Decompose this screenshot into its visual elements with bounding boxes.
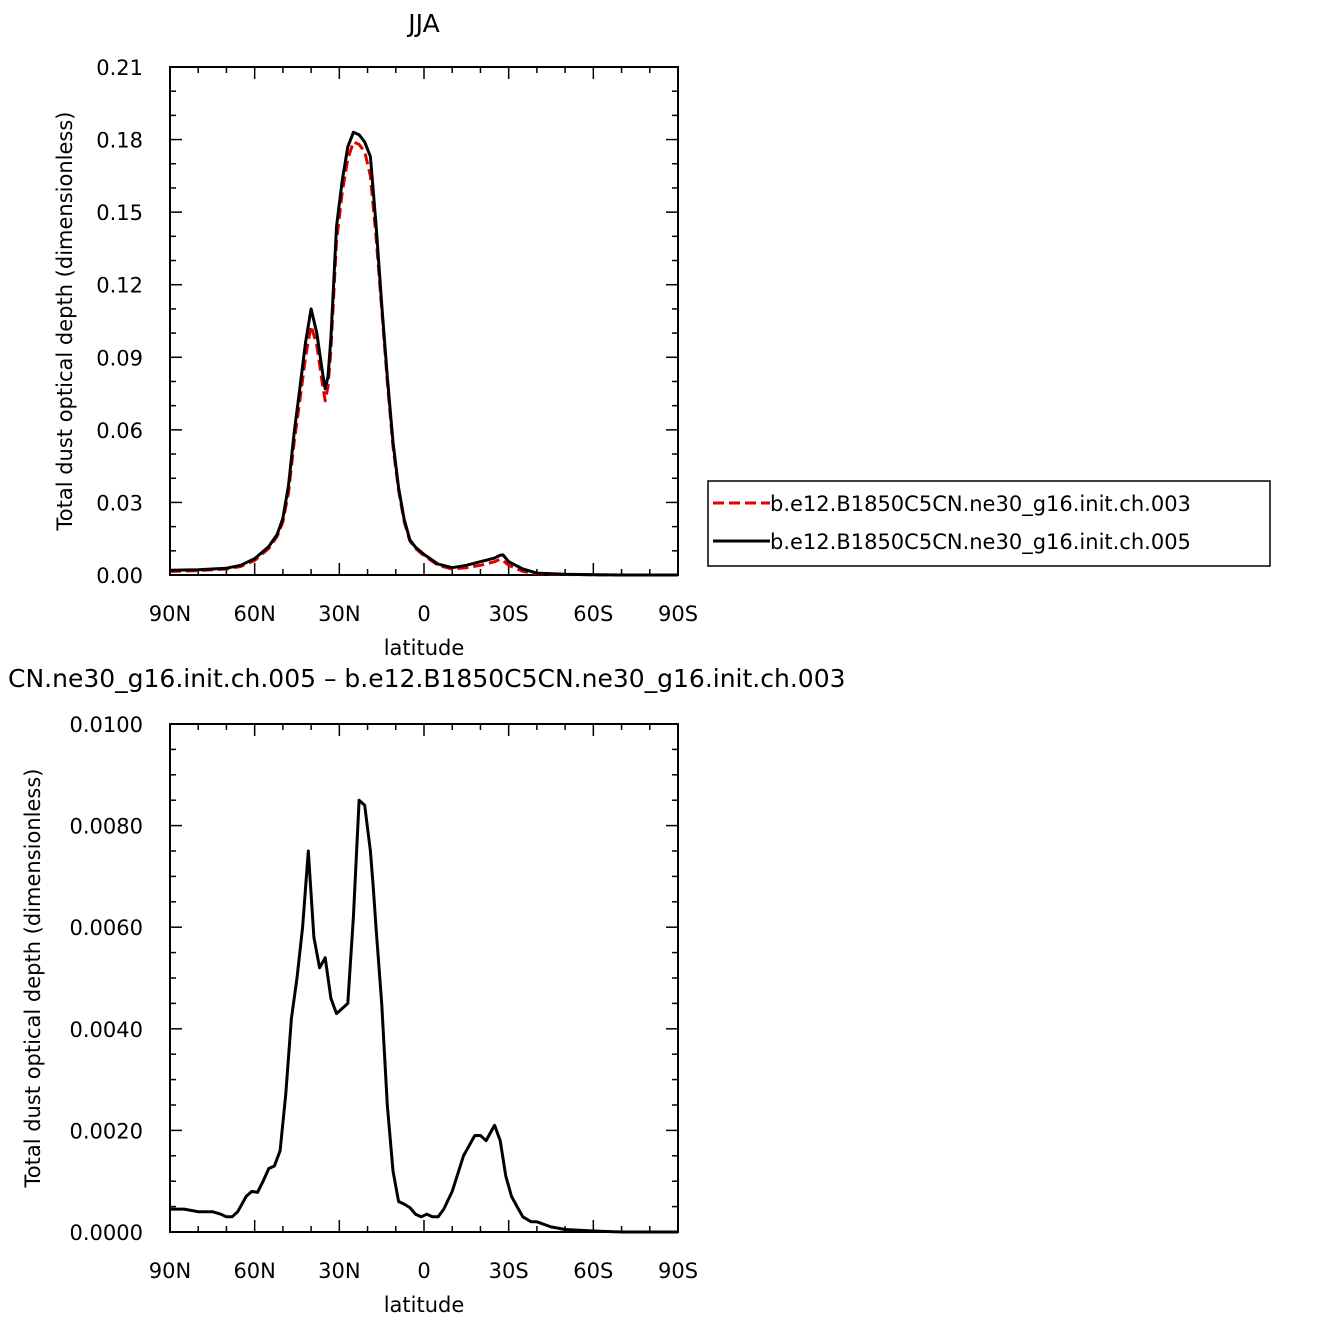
top-series-lines [169, 130, 678, 577]
bottom-plot-frame [169, 723, 679, 1233]
y-tick-label: 0.15 [96, 201, 143, 225]
x-tick-label: 60N [233, 602, 275, 626]
y-tick-label: 0.03 [96, 491, 143, 515]
x-tick-label: 90S [658, 602, 698, 626]
bottom-x-axis-label: latitude [384, 1293, 465, 1317]
x-tick-label: 90N [149, 602, 191, 626]
top-x-axis-label: latitude [384, 636, 465, 660]
x-tick-label: 30S [489, 602, 529, 626]
top-series-line-0 [169, 140, 678, 577]
y-tick-label: 0.0020 [70, 1119, 143, 1143]
top-chart-panel: JJA 0.00 0.03 0.06 0.09 0.12 0.15 0.18 0.21 90N… [53, 9, 698, 660]
x-tick-label: 90N [149, 1259, 191, 1283]
y-tick-label: 0.0100 [70, 713, 143, 737]
top-chart-title: JJA [406, 9, 439, 38]
y-tick-label: 0.0040 [70, 1018, 143, 1042]
top-x-tick-labels: 90N 60N 30N 0 30S 60S 90S [149, 602, 698, 626]
bottom-series-line-0 [170, 798, 678, 1234]
top-series-line-1 [169, 130, 678, 577]
bottom-series-lines [170, 798, 678, 1234]
bottom-chart-panel: CN.ne30_g16.init.ch.005 – b.e12.B1850C5C… [8, 664, 846, 1317]
x-tick-label: 30S [489, 1259, 529, 1283]
top-y-axis-label: Total dust optical depth (dimensionless) [53, 112, 77, 532]
bottom-y-axis-label: Total dust optical depth (dimensionless) [21, 769, 45, 1189]
x-tick-label: 60N [233, 1259, 275, 1283]
legend: b.e12.B1850C5CN.ne30_g16.init.ch.003 b.e… [707, 480, 1271, 567]
bottom-y-tick-labels: 0.0000 0.0020 0.0040 0.0060 0.0080 0.0100 [70, 713, 143, 1245]
top-plot-frame [169, 66, 679, 576]
legend-label-003: b.e12.B1850C5CN.ne30_g16.init.ch.003 [770, 492, 1191, 517]
y-tick-label: 0.0080 [70, 815, 143, 839]
bottom-axis-ticks [169, 723, 679, 1233]
y-tick-label: 0.0000 [70, 1221, 143, 1245]
y-tick-label: 0.18 [96, 129, 143, 153]
x-tick-label: 60S [573, 602, 613, 626]
x-tick-label: 60S [573, 1259, 613, 1283]
x-tick-label: 0 [417, 1259, 430, 1283]
y-tick-label: 0.0060 [70, 916, 143, 940]
legend-box [707, 480, 1271, 567]
y-tick-label: 0.21 [96, 56, 143, 80]
legend-label-005: b.e12.B1850C5CN.ne30_g16.init.ch.005 [770, 530, 1191, 555]
bottom-chart-title: CN.ne30_g16.init.ch.005 – b.e12.B1850C5C… [8, 664, 846, 693]
bottom-x-tick-labels: 90N 60N 30N 0 30S 60S 90S [149, 1259, 698, 1283]
x-tick-label: 30N [318, 602, 360, 626]
x-tick-label: 90S [658, 1259, 698, 1283]
top-axis-ticks [169, 66, 679, 576]
top-y-tick-labels: 0.00 0.03 0.06 0.09 0.12 0.15 0.18 0.21 [96, 56, 143, 588]
y-tick-label: 0.12 [96, 274, 143, 298]
y-tick-label: 0.06 [96, 419, 143, 443]
x-tick-label: 0 [417, 602, 430, 626]
x-tick-label: 30N [318, 1259, 360, 1283]
y-tick-label: 0.09 [96, 346, 143, 370]
y-tick-label: 0.00 [96, 564, 143, 588]
